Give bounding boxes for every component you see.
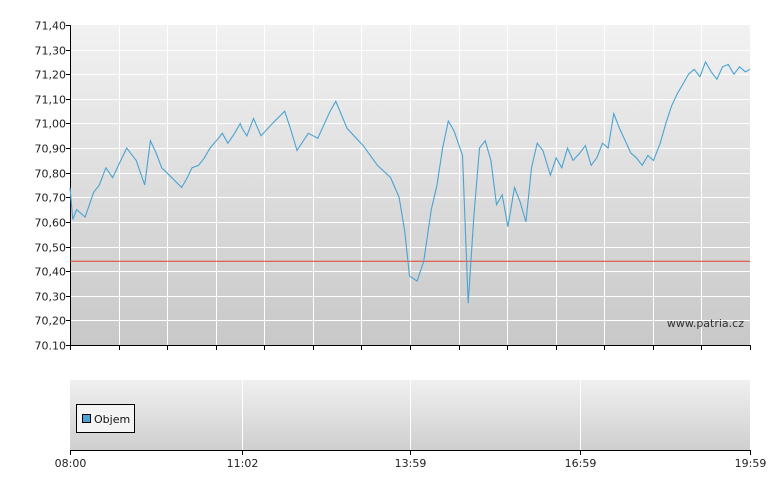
price-series-line [69,60,751,304]
y-tick-label: 70,80 [35,168,67,181]
x-tick-label: 16:59 [565,457,597,470]
y-tick-label: 71,00 [35,118,67,131]
x-tick-label: 13:59 [395,457,427,470]
y-tick-label: 70,30 [35,291,67,304]
y-tick-label: 70,50 [35,242,67,255]
y-tick-label: 70.10 [35,340,67,353]
y-tick-label: 71,10 [35,94,67,107]
y-tick-label: 71,20 [35,69,67,82]
y-tick-label: 70,60 [35,217,67,230]
x-tick-label: 11:02 [227,457,259,470]
legend: Objem [76,404,135,433]
y-axis-ticks: 70.10 70,20 70,30 70,40 70,50 70,60 70,70 70,80… [35,20,70,353]
y-tick-label: 70,90 [35,143,67,156]
watermark-text: www.patria.cz [667,317,744,330]
y-tick-label: 71,40 [35,20,67,33]
legend-swatch-icon [82,414,91,423]
y-tick-label: 71,30 [35,45,67,58]
y-tick-label: 70,20 [35,315,67,328]
x-tick-label: 08:00 [55,457,87,470]
y-tick-label: 70,70 [35,192,67,205]
x-axis-minor-ticks [70,345,751,350]
x-tick-label: 19:59 [735,457,767,470]
price-grid [70,25,750,345]
x-axis-labels: 08:00 11:02 13:59 16:59 19:59 [55,450,767,470]
legend-label: Objem [94,413,130,426]
volume-grid [242,380,581,450]
y-tick-label: 70,40 [35,266,67,279]
